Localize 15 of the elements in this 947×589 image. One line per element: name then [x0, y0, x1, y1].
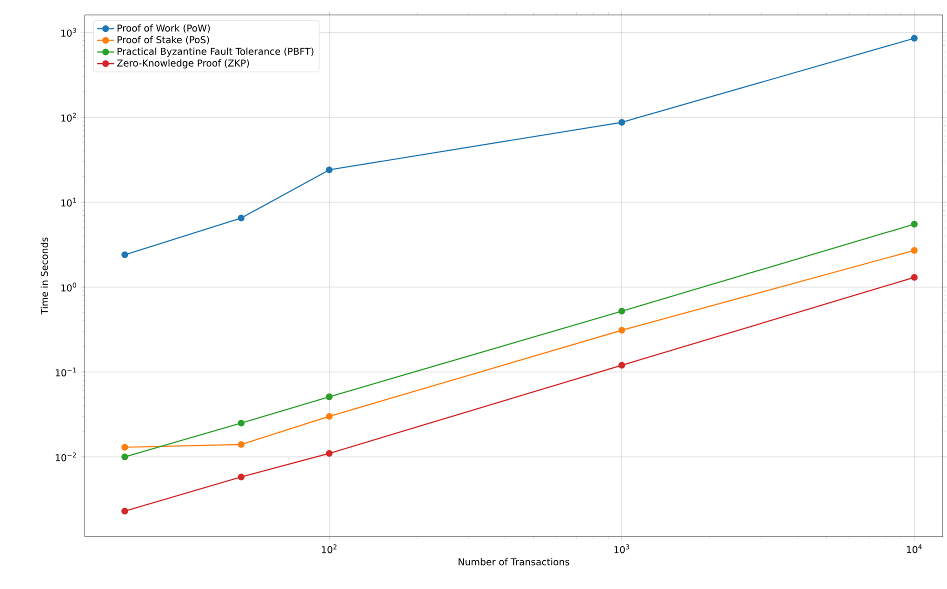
legend-label: Proof of Work (PoW): [118, 24, 210, 34]
legend-label: Proof of Stake (PoS): [118, 36, 209, 45]
y-tick-label: 10$^{−1}$: [56, 368, 76, 377]
legend-label: Practical Byzantine Fault Tolerance (PBFT): [118, 48, 314, 58]
y-tick-label: 10$^{2}$: [61, 113, 76, 122]
y-tick-label: 10$^{0}$: [61, 282, 76, 292]
y-tick-label: 10$^{1}$: [61, 198, 76, 207]
x-axis-title: Number of Transactions: [458, 558, 570, 566]
y-axis-title: Time in Seconds: [40, 238, 48, 315]
x-tick-label: 10$^{2}$: [322, 544, 336, 554]
x-tick-label: 10$^{3}$: [614, 544, 630, 554]
y-tick-label: 10$^{3}$: [61, 28, 76, 37]
x-tick-label: 10$^{4}$: [907, 544, 922, 554]
legend-label: Zero-Knowledge Proof (ZKP): [117, 60, 249, 69]
y-tick-label: 10$^{−2}$: [56, 452, 76, 462]
